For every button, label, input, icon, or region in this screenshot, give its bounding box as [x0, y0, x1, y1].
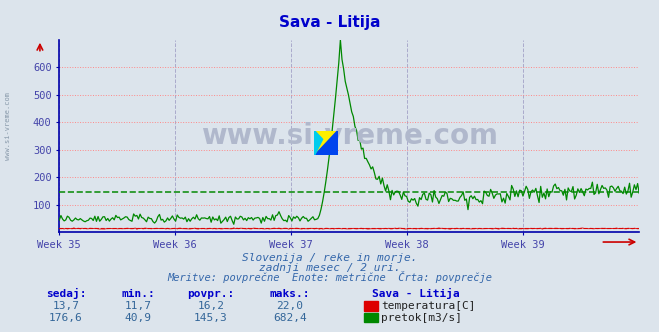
- Text: 22,0: 22,0: [277, 301, 303, 311]
- Text: Sava - Litija: Sava - Litija: [279, 15, 380, 30]
- Text: 682,4: 682,4: [273, 313, 307, 323]
- Text: www.si-vreme.com: www.si-vreme.com: [5, 92, 11, 160]
- Text: 16,2: 16,2: [198, 301, 224, 311]
- Text: Slovenija / reke in morje.: Slovenija / reke in morje.: [242, 253, 417, 263]
- Text: povpr.:: povpr.:: [187, 289, 235, 299]
- Text: zadnji mesec / 2 uri.: zadnji mesec / 2 uri.: [258, 263, 401, 273]
- Text: 11,7: 11,7: [125, 301, 152, 311]
- Text: 145,3: 145,3: [194, 313, 228, 323]
- Polygon shape: [314, 130, 337, 155]
- Text: temperatura[C]: temperatura[C]: [381, 301, 475, 311]
- Text: maks.:: maks.:: [270, 289, 310, 299]
- Text: min.:: min.:: [121, 289, 156, 299]
- Text: 176,6: 176,6: [49, 313, 83, 323]
- Text: pretok[m3/s]: pretok[m3/s]: [381, 313, 462, 323]
- Text: Meritve: povprečne  Enote: metrične  Črta: povprečje: Meritve: povprečne Enote: metrične Črta:…: [167, 271, 492, 283]
- Text: 13,7: 13,7: [53, 301, 79, 311]
- Polygon shape: [314, 130, 323, 155]
- Text: www.si-vreme.com: www.si-vreme.com: [201, 122, 498, 150]
- Polygon shape: [314, 130, 337, 155]
- Text: 40,9: 40,9: [125, 313, 152, 323]
- Text: sedaj:: sedaj:: [45, 288, 86, 299]
- Text: Sava - Litija: Sava - Litija: [372, 288, 460, 299]
